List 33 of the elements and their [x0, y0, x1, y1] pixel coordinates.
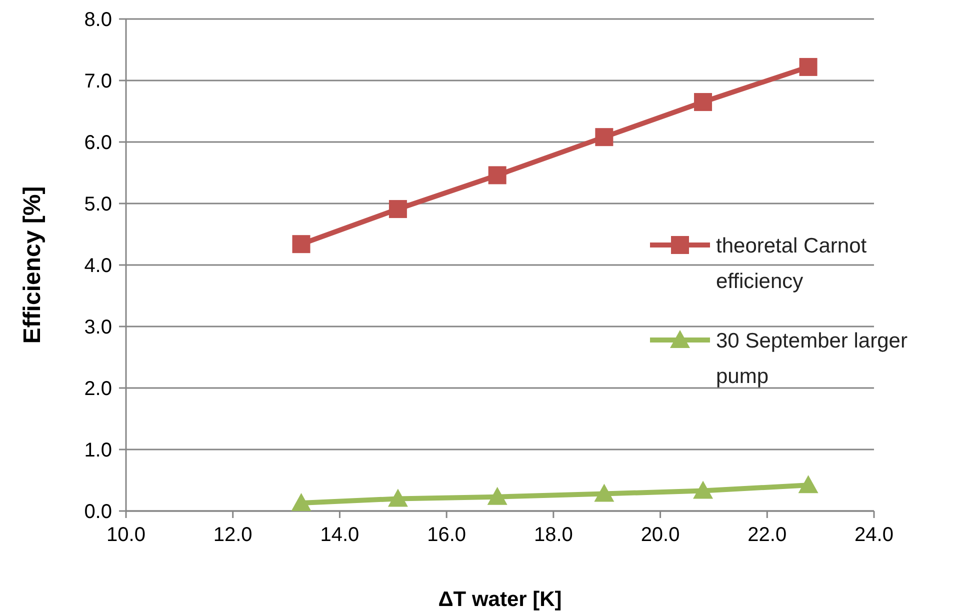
x-tick-label: 16.0 — [427, 524, 466, 546]
point — [799, 58, 818, 76]
x-tick-label: 18.0 — [534, 524, 573, 546]
y-tick-label: 7.0 — [84, 70, 112, 92]
x-tick-label: 20.0 — [640, 524, 680, 546]
point — [291, 493, 312, 512]
legend-label: theoretal Carnot efficiency — [716, 234, 867, 294]
x-tick-label: 22.0 — [748, 524, 787, 546]
point — [487, 486, 508, 505]
y-axis-title: Efficiency [%] — [19, 186, 46, 344]
point — [488, 166, 506, 184]
y-tick-label: 1.0 — [84, 440, 112, 462]
y-tick-label: 3.0 — [84, 316, 112, 338]
point — [388, 488, 408, 507]
x-tick-label: 24.0 — [854, 524, 894, 546]
point — [292, 235, 310, 254]
x-tick-label: 12.0 — [213, 524, 252, 546]
point — [694, 93, 712, 112]
y-tick-label: 6.0 — [84, 132, 112, 154]
point — [595, 128, 614, 146]
point — [594, 484, 614, 502]
x-tick-label: 14.0 — [320, 524, 360, 546]
point — [388, 200, 407, 218]
point — [693, 480, 714, 499]
y-tick-label: 8.0 — [84, 9, 112, 31]
y-tick-label: 0.0 — [84, 501, 112, 523]
x-axis-title: ΔT water [K] — [438, 588, 562, 611]
legend-label: 30 September larger pump — [716, 329, 908, 388]
y-tick-label: 4.0 — [84, 255, 112, 277]
y-tick-label: 2.0 — [84, 378, 112, 400]
y-tick-label: 5.0 — [84, 194, 112, 216]
x-tick-label: 10.0 — [106, 524, 146, 546]
point — [798, 475, 818, 494]
